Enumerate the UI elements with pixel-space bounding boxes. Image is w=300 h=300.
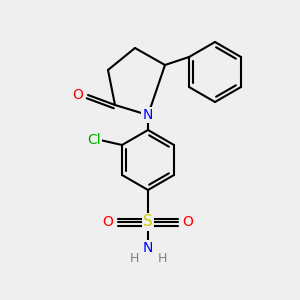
Text: N: N xyxy=(143,241,153,255)
Text: O: O xyxy=(103,215,113,229)
Text: O: O xyxy=(183,215,194,229)
Text: N: N xyxy=(143,108,153,122)
Text: Cl: Cl xyxy=(87,133,101,147)
Text: O: O xyxy=(73,88,83,102)
Text: S: S xyxy=(143,214,153,230)
Text: H: H xyxy=(157,251,167,265)
Text: H: H xyxy=(129,251,139,265)
